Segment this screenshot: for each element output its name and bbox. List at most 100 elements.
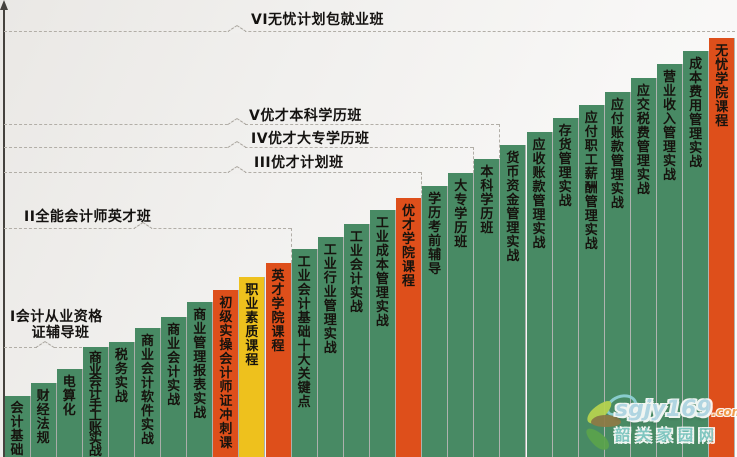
course-bar-label-char: 计 xyxy=(219,365,233,381)
watermark-domain-text: .com xyxy=(711,405,737,419)
course-bar-label-char: 历 xyxy=(454,220,468,236)
course-bar-label-char: 金 xyxy=(506,192,520,208)
course-bar-label-char: 战 xyxy=(349,299,363,315)
course-bar-label-char: 手 xyxy=(88,397,102,413)
course-bar-label-char: 业 xyxy=(88,362,102,378)
course-bar-label-char: 实 xyxy=(193,391,207,407)
course-bar-label-char: 大 xyxy=(454,178,468,194)
course-bar-label-char: 表 xyxy=(193,377,207,393)
level-line-VI xyxy=(4,31,735,32)
level-caret-VI xyxy=(229,30,245,33)
course-bar-label-char: 院 xyxy=(271,310,285,326)
course-bar-label-char: 程 xyxy=(402,273,416,289)
course-bar-label-char: 工 xyxy=(323,242,337,258)
course-bar-label-char: 货 xyxy=(558,137,572,153)
course-bar-label-char: 算 xyxy=(62,388,76,404)
course-bar-label-char: 报 xyxy=(193,363,207,379)
course-bar-label-char: 实 xyxy=(375,299,389,315)
course-bar-label-char: 学 xyxy=(480,192,494,208)
level-caret-I xyxy=(37,346,53,349)
course-bar-label-char: 理 xyxy=(532,207,546,223)
course-bar-label-char: 实 xyxy=(219,323,233,339)
course-bar-label-char: 应 xyxy=(636,83,650,99)
course-bar-label-char: 应 xyxy=(584,110,598,126)
course-bar-label-char: 实 xyxy=(114,375,128,391)
course-bar-label-char: 实 xyxy=(323,326,337,342)
course-bar-label-char: 收 xyxy=(532,151,546,167)
course-bar-label-char: 课 xyxy=(271,324,285,340)
course-bar-label-char: 会 xyxy=(349,257,363,273)
course-bar-label-char: 管 xyxy=(506,206,520,222)
level-label-V: V优才本科学历班 xyxy=(249,108,362,124)
course-bar-label-char: 班 xyxy=(454,234,468,250)
course-bar-5: 税务实战 xyxy=(108,342,134,457)
course-bar-1: 会计基础 xyxy=(4,396,30,457)
course-bar-8: 商业管理报表实战 xyxy=(187,302,213,457)
course-bar-label-char: 实 xyxy=(689,140,703,156)
course-bar-label-char: 实 xyxy=(167,378,181,394)
course-bar-label-char: 操 xyxy=(219,337,233,353)
level-line-drop-IV xyxy=(473,147,474,173)
course-bar-10: 职业素质课程 xyxy=(239,277,265,457)
course-bar-label-char: 刺 xyxy=(219,421,233,437)
course-bar-label-char: 资 xyxy=(506,178,520,194)
course-bar-label-char: 业 xyxy=(323,256,337,272)
course-bar-label-char: 管 xyxy=(193,335,207,351)
level-caret-V xyxy=(229,123,245,126)
course-bar-label-char: 职 xyxy=(245,282,259,298)
course-bar-label-char: 本 xyxy=(375,257,389,273)
course-bar-label-char: 账 xyxy=(88,420,102,436)
course-bar-label-char: 行 xyxy=(323,270,337,286)
course-bar-label-char: 商 xyxy=(88,351,102,367)
course-bar-label-char: 考 xyxy=(428,219,442,235)
course-bar-label-char: 业 xyxy=(375,229,389,245)
course-bar-label-char: 战 xyxy=(114,389,128,405)
course-bar-label-char: 交 xyxy=(636,97,650,113)
course-bar-label-char: 十 xyxy=(297,338,311,354)
course-bar-label-char: 计 xyxy=(10,415,24,431)
course-bar-label-char: 关 xyxy=(297,366,311,382)
course-bar-label-char: 实 xyxy=(636,167,650,183)
course-bar-label-char: 业 xyxy=(245,296,259,312)
course-bar-label-char: 付 xyxy=(584,124,598,140)
course-bar-label-char: 工 xyxy=(349,229,363,245)
y-axis-arrow-icon xyxy=(0,0,8,10)
course-bar-label-char: 货 xyxy=(506,150,520,166)
course-bar-label-char: 基 xyxy=(297,310,311,326)
course-bar-19: 本科学历班 xyxy=(474,159,500,457)
course-bar-label-char: 战 xyxy=(584,236,598,252)
course-bar-label-char: 学 xyxy=(428,191,442,207)
course-bar-label-char: 级 xyxy=(219,309,233,325)
course-bar-label-char: 用 xyxy=(689,98,703,114)
course-bar-3: 电算化 xyxy=(56,369,82,457)
course-bar-9: 初级实操会计师证冲刺课 xyxy=(213,290,239,457)
course-bar-label-char: 才 xyxy=(402,217,416,233)
course-bar-label-char: 理 xyxy=(375,285,389,301)
course-bar-label-char: 币 xyxy=(506,164,520,180)
course-bar-label-char: 本 xyxy=(480,164,494,180)
course-bar-17: 学历考前辅导 xyxy=(422,186,448,457)
petal-low-icon xyxy=(582,424,613,454)
course-bar-label-char: 计 xyxy=(349,271,363,287)
course-bar-label-char: 付 xyxy=(610,111,624,127)
course-bar-label-char: 辅 xyxy=(428,247,442,263)
course-bar-22: 存货管理实战 xyxy=(552,118,578,457)
course-bar-label-char: 初 xyxy=(219,295,233,311)
course-bar-7: 商业会计实战 xyxy=(161,317,187,457)
level-line-V xyxy=(4,124,499,125)
level-label-I: I会计从业资格 证辅导班 xyxy=(10,309,103,342)
course-bar-label-char: 商 xyxy=(193,307,207,323)
course-bar-label-char: 工 xyxy=(88,409,102,425)
course-bar-label-char: 院 xyxy=(715,85,729,101)
course-bar-label-char: 学 xyxy=(715,71,729,87)
course-bar-label-char: 入 xyxy=(663,111,677,127)
course-bar-14: 工业会计实战 xyxy=(343,224,369,457)
course-bar-label-char: 大 xyxy=(297,352,311,368)
course-bar-label-char: 学 xyxy=(271,296,285,312)
course-bar-label-char: 电 xyxy=(62,374,76,390)
course-bar-label-char: 税 xyxy=(114,347,128,363)
course-bar-label-char: 工 xyxy=(375,215,389,231)
course-bar-23: 应付职工薪酬管理实战 xyxy=(578,105,604,457)
course-bar-label-char: 战 xyxy=(636,181,650,197)
course-bar-label-char: 前 xyxy=(428,233,442,249)
